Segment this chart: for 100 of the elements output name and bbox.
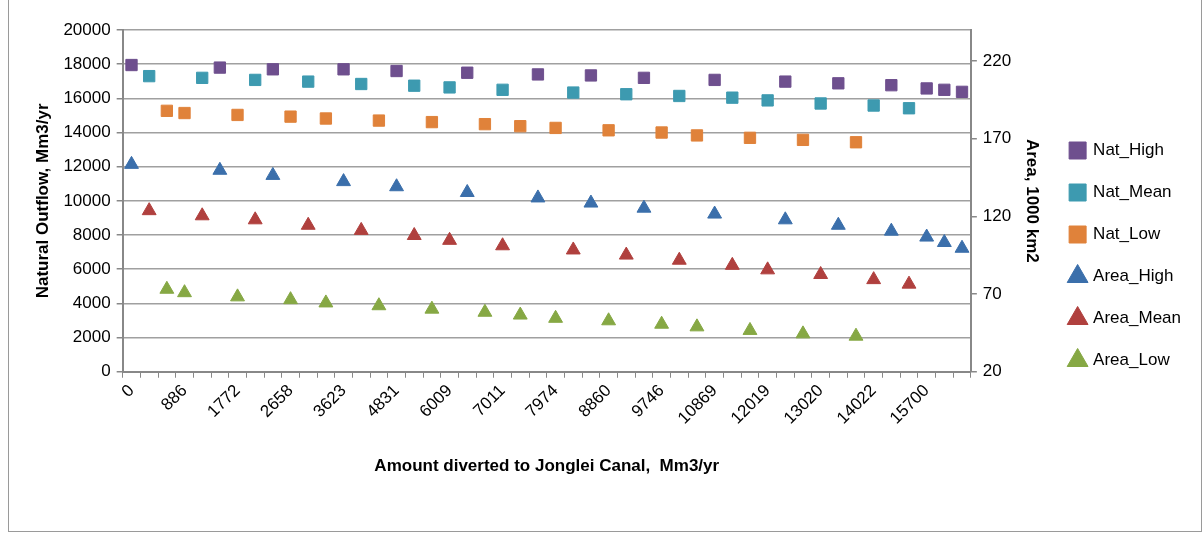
point <box>867 99 880 112</box>
point <box>549 121 562 135</box>
point <box>618 246 634 260</box>
point <box>212 161 228 175</box>
point <box>371 297 387 311</box>
point <box>459 183 475 197</box>
point <box>477 303 493 317</box>
point <box>885 79 898 92</box>
point <box>567 86 580 99</box>
point <box>141 202 157 216</box>
point <box>777 211 793 225</box>
point <box>796 133 810 147</box>
point <box>355 77 368 91</box>
point <box>336 173 351 187</box>
point <box>938 83 951 96</box>
y-tick-label: 2000 <box>72 327 111 347</box>
point <box>284 110 297 123</box>
point <box>283 291 298 305</box>
point <box>584 69 598 82</box>
point <box>813 266 829 280</box>
y-tick-label: 20000 <box>63 19 111 39</box>
point <box>866 271 882 285</box>
point <box>408 79 421 92</box>
point <box>832 77 845 90</box>
point <box>955 85 969 99</box>
point <box>707 205 723 219</box>
point <box>372 114 386 127</box>
y-tick-label: 18000 <box>63 53 111 73</box>
point <box>548 309 564 323</box>
y-tick-label: 14000 <box>63 122 111 142</box>
point <box>231 108 244 122</box>
point <box>389 178 404 192</box>
legend-label: Nat_High <box>1093 140 1164 160</box>
point <box>601 312 617 326</box>
y-tick-label: 0 <box>101 361 111 381</box>
x-tick-label: 886 <box>157 380 191 415</box>
point <box>795 325 811 339</box>
point <box>883 222 899 236</box>
point <box>160 104 174 117</box>
point <box>936 234 952 248</box>
y2-tick-label: 170 <box>982 128 1012 148</box>
point <box>848 327 864 341</box>
point <box>565 241 581 255</box>
x-axis-title: Amount diverted to Jonglei Canal, Mm3/yr <box>374 456 720 476</box>
point <box>530 189 546 203</box>
point <box>390 64 403 78</box>
y-tick-label: 10000 <box>63 190 111 210</box>
point <box>583 194 599 208</box>
y-tick-label: 12000 <box>63 156 111 176</box>
point <box>512 306 528 320</box>
point <box>177 284 192 298</box>
point <box>302 75 315 88</box>
point <box>353 221 369 235</box>
point <box>637 71 651 84</box>
point <box>265 166 281 180</box>
point <box>514 120 527 133</box>
point <box>673 89 686 103</box>
point <box>654 315 670 329</box>
point <box>830 216 846 230</box>
y2-tick-label: 20 <box>982 361 1002 381</box>
point <box>760 261 776 275</box>
point <box>689 318 705 332</box>
point <box>814 97 827 110</box>
point <box>178 106 191 120</box>
x-tick-label: 0 <box>117 380 138 401</box>
point <box>708 73 721 87</box>
legend-label: Area_High <box>1093 266 1174 286</box>
point <box>655 126 668 139</box>
point <box>636 199 652 213</box>
point <box>337 63 350 76</box>
point <box>213 61 227 74</box>
point <box>159 280 175 294</box>
point <box>620 88 633 101</box>
point <box>300 216 316 230</box>
legend-label: Nat_Low <box>1093 224 1161 244</box>
point <box>779 75 792 88</box>
y-tick-label: 16000 <box>63 88 111 108</box>
point <box>194 207 210 221</box>
point <box>920 82 933 95</box>
legend-label: Area_Low <box>1093 350 1171 370</box>
point <box>443 81 456 94</box>
point <box>124 155 139 169</box>
point <box>478 118 492 131</box>
point <box>442 231 457 245</box>
point <box>761 94 774 107</box>
y-axis-title: Natural Outflow, Mm3/yr <box>32 103 52 299</box>
point <box>902 102 916 115</box>
point <box>954 239 970 253</box>
point <box>724 256 740 270</box>
y-tick-label: 4000 <box>72 293 111 313</box>
point <box>247 211 263 225</box>
point <box>266 63 280 76</box>
y2-tick-label: 120 <box>982 206 1012 226</box>
point <box>318 294 334 308</box>
point <box>424 300 440 314</box>
point <box>919 228 935 242</box>
point <box>196 71 209 84</box>
y2-axis-title: Area, 1000 km2 <box>1022 138 1042 263</box>
point <box>901 275 917 289</box>
legend-label: Nat_Mean <box>1093 182 1172 202</box>
